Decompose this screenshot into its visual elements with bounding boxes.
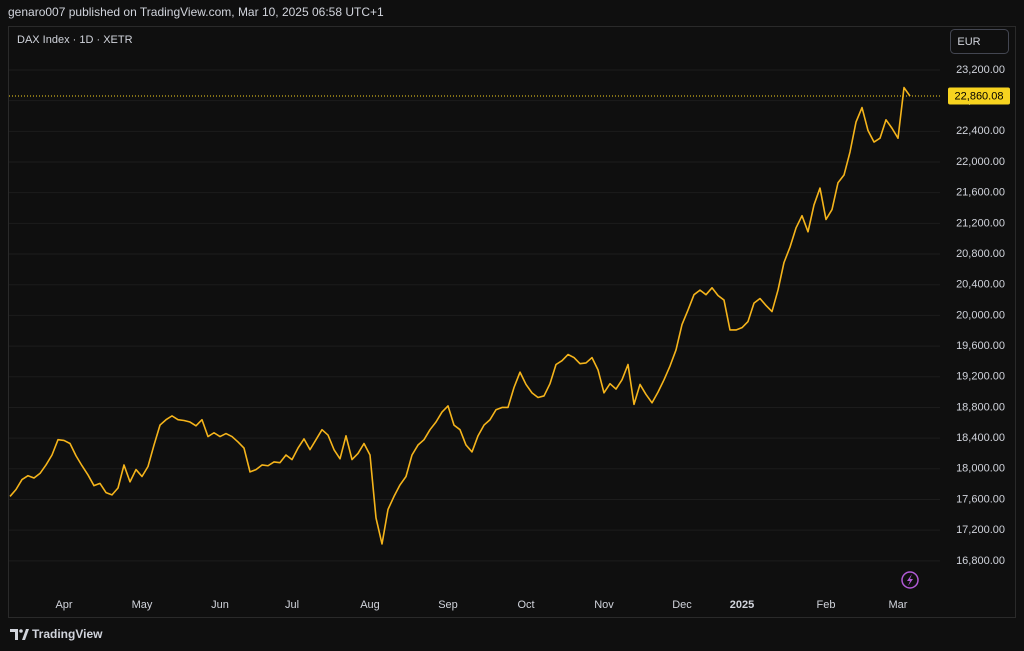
x-tick-label: Aug [360,599,380,611]
logo-part [22,629,29,640]
y-tick-label: 18,400.00 [956,432,1005,444]
y-tick-label: 19,200.00 [956,371,1005,383]
header: genaro007 published on TradingView.com, … [8,5,384,19]
chart-panel [8,26,1016,618]
x-tick-label: Jul [285,599,299,611]
y-tick-label: 16,800.00 [956,555,1005,567]
x-tick-label: Dec [672,599,692,611]
y-tick-label: 22,000.00 [956,156,1005,168]
chart-title: DAX Index · 1D · XETR [17,34,133,46]
x-tick-label: Oct [517,599,534,611]
y-tick-label: 22,400.00 [956,125,1005,137]
plot [9,69,940,562]
y-tick-label: 20,800.00 [956,248,1005,260]
footer-brand: TradingView [32,627,103,641]
alert-icon[interactable] [901,571,919,589]
x-tick-label: Nov [594,599,614,611]
price-line [9,86,911,545]
y-tick-label: 18,800.00 [956,401,1005,413]
x-tick-label: Mar [889,599,908,611]
currency-button[interactable] [950,29,1009,54]
logo-part [10,629,18,640]
y-tick-label: 19,600.00 [956,340,1005,352]
logo-part [19,629,23,633]
y-tick-label: 18,000.00 [956,463,1005,475]
y-tick-label: 21,600.00 [956,187,1005,199]
y-tick-label: 17,200.00 [956,524,1005,536]
y-tick-label: 21,200.00 [956,217,1005,229]
last-price-label: 22,860.08 [955,90,1004,102]
alert-bolt [907,574,913,586]
x-tick-label: Feb [817,599,836,611]
y-tick-label: 17,600.00 [956,493,1005,505]
last-price-box [948,87,1010,105]
y-tick-label: 20,000.00 [956,309,1005,321]
x-tick-label: 2025 [730,599,754,611]
y-tick-label: 23,200.00 [956,64,1005,76]
x-tick-label: Apr [55,599,72,611]
x-tick-label: Jun [211,599,229,611]
currency[interactable]: EUR [957,36,980,48]
y-tick-label: 20,400.00 [956,279,1005,291]
logo [10,629,29,640]
x-tick-label: Sep [438,599,458,611]
x-tick-label: May [132,599,153,611]
